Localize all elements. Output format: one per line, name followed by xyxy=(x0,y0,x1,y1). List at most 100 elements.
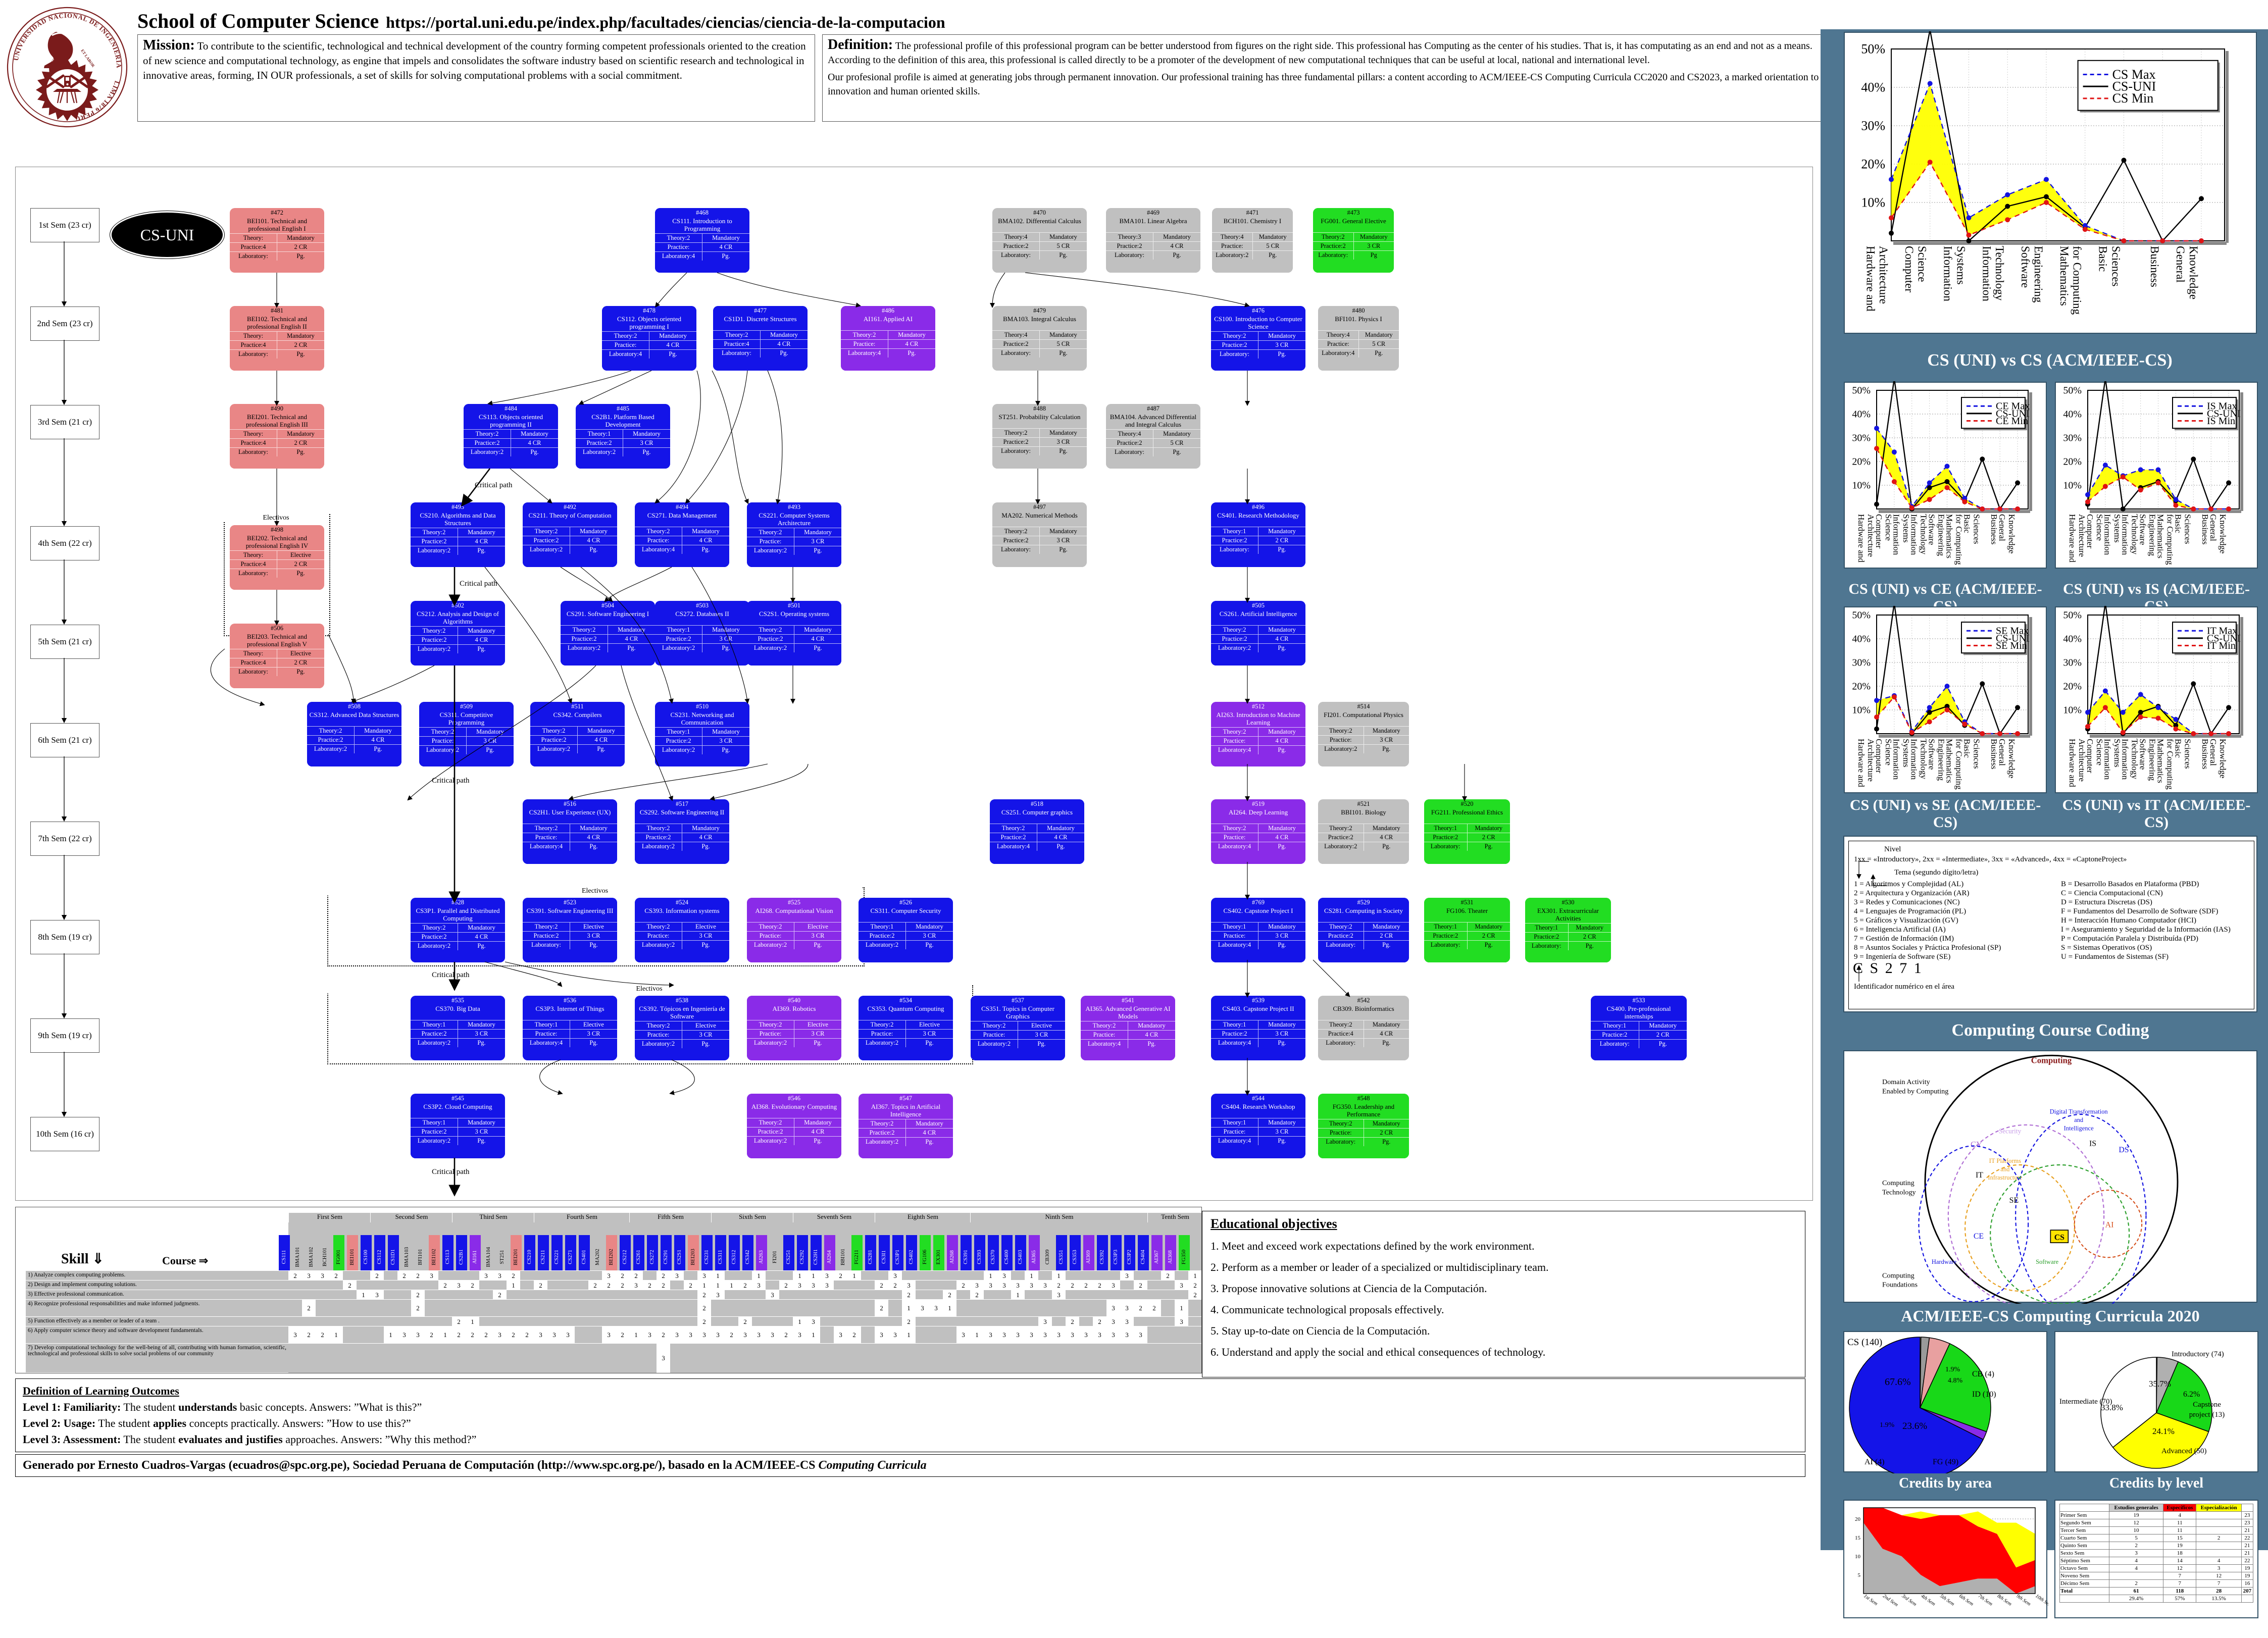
svg-text:6.2%: 6.2% xyxy=(2183,1390,2200,1399)
svg-text:Knowledge: Knowledge xyxy=(2007,514,2017,553)
svg-text:2nd Sem: 2nd Sem xyxy=(1882,1593,1899,1608)
svg-text:5th Sem: 5th Sem xyxy=(1939,1593,1955,1607)
svg-text:4.8%: 4.8% xyxy=(1948,1377,1963,1385)
svg-text:20%: 20% xyxy=(2063,456,2082,467)
svg-text:30%: 30% xyxy=(1861,118,1885,133)
svg-text:IT Min: IT Min xyxy=(2207,640,2236,651)
svg-text:10%: 10% xyxy=(2063,704,2082,715)
svg-text:40%: 40% xyxy=(1852,408,1871,420)
svg-text:Computer: Computer xyxy=(1874,514,1884,548)
svg-text:30%: 30% xyxy=(2063,432,2082,443)
svg-text:40%: 40% xyxy=(2063,633,2082,644)
svg-text:Information: Information xyxy=(2103,514,2112,555)
svg-text:CY: CY xyxy=(1971,1140,1982,1149)
svg-text:Hardware and: Hardware and xyxy=(1864,246,1877,312)
svg-text:Technology: Technology xyxy=(1993,246,2006,301)
svg-text:for Computing: for Computing xyxy=(2071,246,2084,315)
svg-text:Business: Business xyxy=(2148,246,2161,287)
svg-text:Enabled by Computing: Enabled by Computing xyxy=(1882,1087,1948,1095)
svg-text:Basic: Basic xyxy=(1962,514,1972,533)
svg-text:20: 20 xyxy=(1855,1516,1861,1522)
svg-text:Mathematics: Mathematics xyxy=(1944,739,1954,783)
svg-text:Software: Software xyxy=(2138,514,2147,545)
svg-text:Digital Transformation: Digital Transformation xyxy=(2050,1108,2108,1115)
svg-text:Basic: Basic xyxy=(1962,739,1972,758)
svg-text:Information: Information xyxy=(1909,514,1919,555)
svg-text:Computing: Computing xyxy=(1882,1271,1914,1279)
svg-text:Basic: Basic xyxy=(2097,246,2109,272)
svg-text:50%: 50% xyxy=(1861,41,1885,56)
svg-text:Knowledge: Knowledge xyxy=(2218,739,2228,778)
svg-text:Information: Information xyxy=(2103,739,2112,780)
svg-text:General: General xyxy=(2174,246,2187,283)
svg-text:Knowledge: Knowledge xyxy=(2187,246,2200,299)
svg-text:Foundations: Foundations xyxy=(1882,1281,1918,1289)
svg-text:10%: 10% xyxy=(1852,704,1871,715)
svg-text:CE: CE xyxy=(1974,1232,1984,1241)
svg-text:Computer: Computer xyxy=(2085,739,2095,773)
svg-text:IT: IT xyxy=(1976,1171,1983,1180)
svg-text:General: General xyxy=(1997,739,2007,766)
svg-text:Software: Software xyxy=(1927,514,1936,545)
svg-text:20%: 20% xyxy=(1852,456,1871,467)
svg-text:20%: 20% xyxy=(1861,157,1885,171)
svg-text:40%: 40% xyxy=(2063,408,2082,420)
svg-text:Critical path: Critical path xyxy=(432,1168,470,1176)
svg-text:Architecture: Architecture xyxy=(1877,246,1890,304)
svg-text:Mathematics: Mathematics xyxy=(2058,246,2071,306)
svg-text:Computing: Computing xyxy=(1882,1179,1914,1187)
svg-text:Hardware: Hardware xyxy=(1932,1258,1957,1265)
svg-text:Technology: Technology xyxy=(1882,1188,1917,1196)
svg-text:FG (49): FG (49) xyxy=(1933,1458,1958,1466)
svg-text:8th Sem: 8th Sem xyxy=(1996,1593,2012,1607)
svg-text:Information: Information xyxy=(1909,739,1919,780)
svg-text:7th Sem: 7th Sem xyxy=(1977,1593,1993,1607)
svg-text:Intermediate (70): Intermediate (70) xyxy=(2059,1398,2112,1406)
svg-text:Science: Science xyxy=(1916,246,1929,282)
svg-text:Software: Software xyxy=(1927,739,1936,770)
svg-text:20%: 20% xyxy=(1852,681,1871,692)
svg-text:Sciences: Sciences xyxy=(2183,739,2192,769)
svg-text:Mathematics: Mathematics xyxy=(2155,739,2165,783)
svg-text:Information: Information xyxy=(2121,514,2130,555)
svg-text:4th Sem: 4th Sem xyxy=(1920,1593,1936,1607)
svg-text:and: and xyxy=(2074,1116,2084,1123)
svg-text:Mathematics: Mathematics xyxy=(1944,514,1954,558)
svg-text:5: 5 xyxy=(1858,1572,1861,1578)
svg-text:DS: DS xyxy=(2119,1146,2129,1154)
svg-text:Critical path: Critical path xyxy=(475,481,513,489)
svg-text:project (13): project (13) xyxy=(2189,1411,2225,1419)
svg-text:Computer: Computer xyxy=(1874,739,1884,773)
svg-text:CS: CS xyxy=(2054,1233,2064,1242)
svg-text:Basic: Basic xyxy=(2173,739,2183,758)
svg-text:Computing: Computing xyxy=(2031,1055,2072,1065)
svg-text:Information: Information xyxy=(1892,514,1901,555)
svg-text:Information: Information xyxy=(1980,246,1993,301)
svg-text:Hardware and: Hardware and xyxy=(1856,739,1866,787)
svg-text:40%: 40% xyxy=(1861,80,1885,94)
svg-text:10%: 10% xyxy=(1852,480,1871,491)
svg-text:1st Sem: 1st Sem xyxy=(1862,1593,1879,1607)
svg-text:Domain Activity: Domain Activity xyxy=(1882,1078,1931,1086)
svg-text:Software: Software xyxy=(2036,1258,2059,1265)
svg-text:Advanced (50): Advanced (50) xyxy=(2161,1447,2207,1455)
svg-text:and: and xyxy=(2000,1166,2010,1173)
svg-text:40%: 40% xyxy=(1852,633,1871,644)
svg-text:Critical path: Critical path xyxy=(460,580,497,588)
svg-text:Sciences: Sciences xyxy=(2183,514,2192,544)
svg-text:Knowledge: Knowledge xyxy=(2007,739,2017,778)
svg-text:CS (140): CS (140) xyxy=(1847,1337,1882,1348)
svg-text:Engineering: Engineering xyxy=(2032,246,2045,303)
svg-text:Security: Security xyxy=(1999,1128,2022,1135)
svg-text:Hardware and: Hardware and xyxy=(2068,514,2077,562)
svg-text:Information: Information xyxy=(1942,246,1954,301)
svg-text:CB (4): CB (4) xyxy=(1972,1370,1994,1378)
svg-text:15: 15 xyxy=(1855,1535,1861,1541)
svg-text:Computer: Computer xyxy=(1903,246,1916,292)
svg-text:Information: Information xyxy=(1892,739,1901,780)
svg-text:35.7%: 35.7% xyxy=(2149,1379,2171,1389)
svg-text:Sciences: Sciences xyxy=(1972,514,1981,544)
svg-text:50%: 50% xyxy=(2063,609,2082,621)
svg-text:Knowledge: Knowledge xyxy=(2218,514,2228,553)
svg-text:Mathematics: Mathematics xyxy=(2155,514,2165,558)
